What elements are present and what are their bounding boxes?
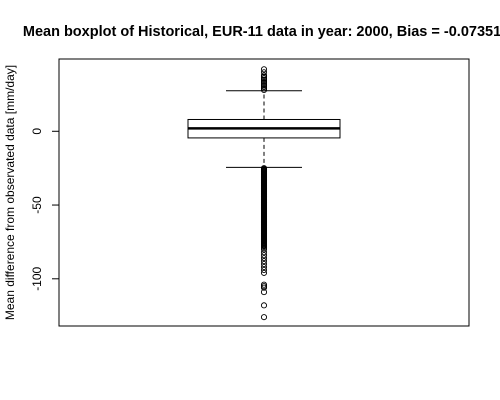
outlier-point [260,255,268,262]
outlier-point [260,263,268,271]
y-axis-label: Mean difference from observated data [mm… [3,65,17,320]
outlier-point [260,302,268,309]
outlier-point [260,284,268,291]
outlier-point [260,260,268,268]
outlier-points [260,66,268,321]
y-tick-label: -50 [30,196,44,214]
y-tick-label: -100 [30,266,44,290]
boxplot [187,90,341,168]
outlier-point [260,72,268,79]
chart-title: Mean boxplot of Historical, EUR-11 data … [23,24,500,40]
y-axis: 0 -50 -100 [30,128,60,291]
outlier-point [260,269,268,276]
outlier-point [260,246,268,253]
outlier-point [260,249,268,256]
outlier-point [260,289,268,296]
outlier-point [260,258,268,265]
outlier-point [260,66,268,73]
outlier-point [260,252,268,259]
outlier-point [260,266,268,273]
y-tick-label: 0 [30,128,44,135]
outlier-point [260,69,268,76]
outlier-point [260,314,268,321]
